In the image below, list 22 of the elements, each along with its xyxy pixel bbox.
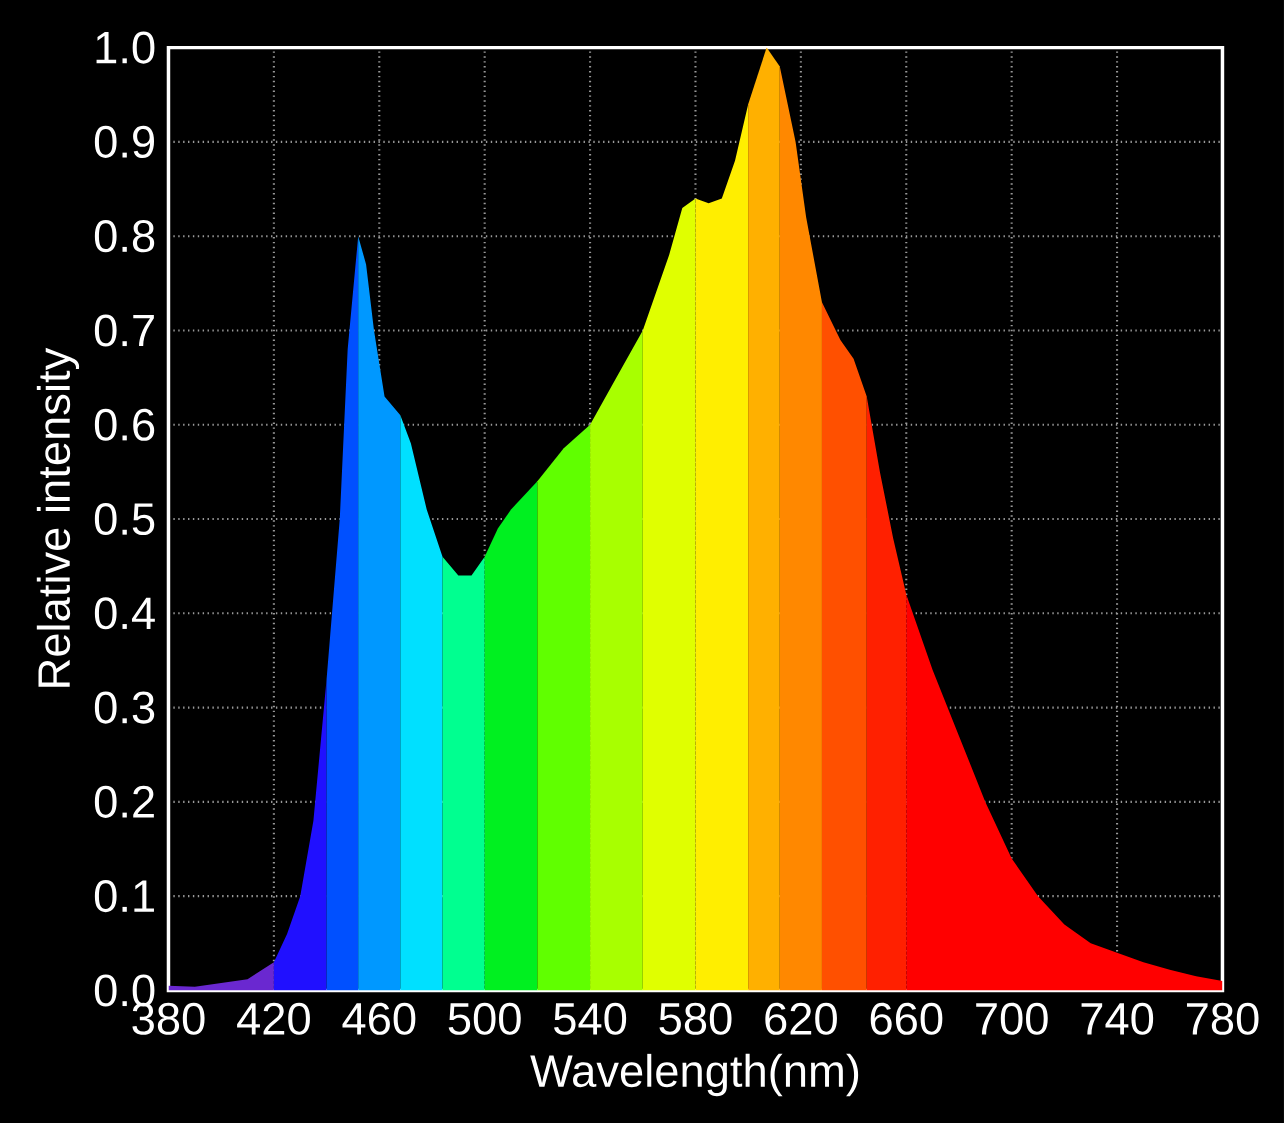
y-tick-label: 0.4 [94,597,155,630]
x-tick-label: 660 [870,1002,943,1035]
y-tick-label: 0.5 [94,502,155,535]
y-tick-label: 0.7 [94,314,154,347]
y-tick-label: 1.0 [96,31,155,64]
y-tick-label: 0.2 [94,785,154,818]
x-tick-label: 500 [448,1002,521,1035]
y-tick-label: 0.6 [94,408,155,441]
x-tick-label: 740 [1081,1002,1154,1035]
x-tick-label: 620 [765,1002,837,1035]
x-tick-label: 700 [976,1002,1048,1035]
x-tick-label: 780 [1186,1002,1259,1035]
y-tick-label: 0.1 [94,879,154,912]
x-tick-label: 460 [342,1002,416,1035]
y-tick-label: 0.9 [94,125,155,158]
y-tick-label: 0.8 [94,219,155,253]
x-tick-label: 420 [237,1002,310,1035]
y-tick-label: 0.3 [94,691,155,724]
y-axis-title: Relative intensity [36,347,80,687]
x-axis-title: Wavelength(nm) [530,1053,859,1096]
x-tick-label: 540 [554,1002,627,1035]
x-tick-label: 580 [659,1002,732,1035]
